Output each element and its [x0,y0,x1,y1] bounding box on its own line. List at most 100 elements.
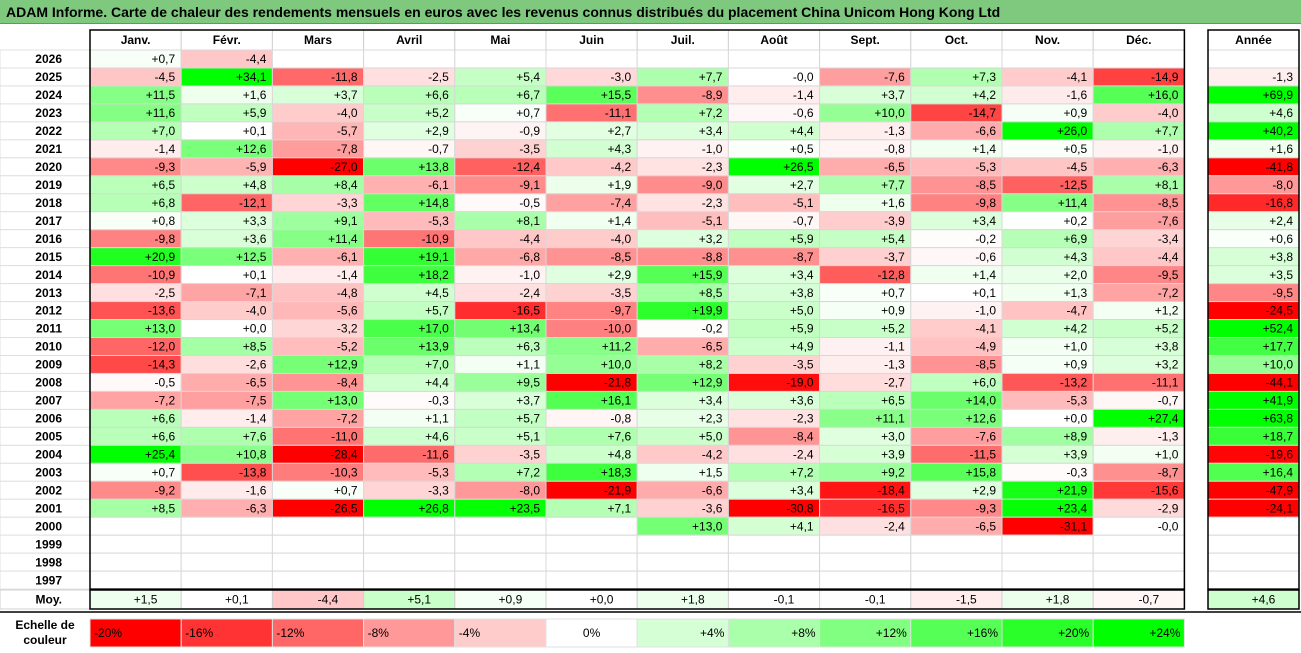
color-scale-swatch [545,618,638,648]
heatmap-cell-value: +0,7 [151,465,175,479]
month-header-label: Mai [490,33,510,47]
heatmap-cell-value: +10,0 [874,106,905,120]
heatmap-cell-value: -1,6 [1067,88,1088,102]
heatmap-cell-value: -14,7 [969,106,997,120]
color-scale-stop-label: -16% [185,626,213,640]
heatmap-cell-value: +11,2 [602,340,632,354]
annual-cell-value: +16,4 [1263,465,1294,479]
heatmap-cell [1001,49,1094,69]
heatmap-cell-value: +1,4 [972,268,996,282]
heatmap-cell-value: +6,6 [151,430,175,444]
average-cell-value: -0,1 [865,593,886,607]
heatmap-cell-value: +19,9 [692,304,723,318]
heatmap-cell-value: -4,0 [337,106,358,120]
heatmap-cell-value: +8,1 [516,214,540,228]
heatmap-cell-value: -6,5 [884,160,905,174]
annual-cell-value: +2,4 [1269,214,1293,228]
year-label: 2020 [35,160,62,174]
heatmap-cell [363,516,456,536]
heatmap-cell-value: +6,6 [425,88,449,102]
year-label: 2022 [35,124,62,138]
year-label: 2016 [35,232,62,246]
annual-cell-value: +0,6 [1269,232,1293,246]
heatmap-cell-value: +7,7 [881,178,905,192]
heatmap-cell-value: +18,3 [601,465,632,479]
heatmap-cell-value: -8,7 [793,250,814,264]
heatmap-cell-value: +10,0 [601,358,632,372]
heatmap-cell [636,552,729,572]
heatmap-cell-value: +3,3 [243,214,267,228]
heatmap-cell-value: -21,8 [604,376,632,390]
heatmap-cell [910,552,1003,572]
heatmap-cell-value: -5,7 [337,124,358,138]
heatmap-cell-value: +3,4 [699,394,723,408]
heatmap-cell [271,516,365,536]
heatmap-cell-value: -8,4 [337,376,358,390]
annual-header-label: Année [1235,33,1272,47]
heatmap-cell-value: -3,5 [519,142,540,156]
annual-cell-value: +3,8 [1269,250,1293,264]
chart-title: ADAM Informe. Carte de chaleur des rende… [6,4,1001,20]
color-scale-stop-label: -4% [459,626,481,640]
heatmap-cell-value: +0,9 [1063,106,1087,120]
heatmap-cell-value: +8,2 [699,358,723,372]
average-cell-value: +1,5 [134,593,158,607]
heatmap-cell-value: -13,8 [239,465,267,479]
heatmap-cell-value: +0,1 [243,268,267,282]
heatmap-cell-value: +4,3 [1063,250,1087,264]
heatmap-cell-value: -11,0 [331,430,358,444]
heatmap-cell-value: -18,4 [877,483,905,497]
heatmap-cell-value: +7,3 [972,70,996,84]
heatmap-cell-value: +5,9 [790,232,814,246]
heatmap-cell-value: +15,8 [966,465,997,479]
heatmap-cell-value: +6,5 [151,178,175,192]
heatmap-cell [363,49,456,69]
average-annual-value: +4,6 [1252,593,1276,607]
heatmap-cell [454,552,547,572]
heatmap-cell-value: -6,3 [1158,160,1179,174]
heatmap-cell-value: -4,4 [519,232,540,246]
heatmap-cell-value: +3,8 [1155,340,1179,354]
color-scale-stop-label: -12% [276,626,304,640]
heatmap-cell-value: +7,0 [425,358,449,372]
heatmap-cell-value: +34,1 [236,70,267,84]
year-label: 2018 [35,196,62,210]
annual-cell-value: -16,8 [1266,196,1294,210]
heatmap-cell-value: +12,5 [236,250,267,264]
heatmap-cell-value: +20,9 [145,250,176,264]
heatmap-cell [454,516,547,536]
heatmap-cell-value: -4,7 [1067,304,1088,318]
heatmap-cell-value: -2,7 [884,376,905,390]
year-label: 2013 [35,286,62,300]
heatmap-cell-value: +1,5 [699,465,723,479]
heatmap-cell-value: -0,2 [975,232,996,246]
annual-cell-value: +40,2 [1263,124,1294,138]
heatmap-cell-value: +4,8 [607,447,631,461]
annual-block-border [1207,29,1300,590]
heatmap-cell-value: -7,6 [1158,214,1179,228]
heatmap-cell-value: +11,4 [1058,196,1088,210]
heatmap-cell-value: -13,2 [1060,376,1088,390]
heatmap-cell-value: +12,9 [327,358,358,372]
year-label: 2014 [35,268,62,282]
month-header-label: Août [760,33,787,47]
heatmap-cell-value: +6,3 [516,340,540,354]
month-header-label: Juil. [671,33,695,47]
heatmap-cell-value: +10,8 [236,447,267,461]
heatmap-cell [89,570,182,590]
heatmap-cell [454,534,547,554]
heatmap-cell-value: -9,8 [155,232,176,246]
heatmap-cell-value: +1,9 [607,178,631,192]
heatmap-cell-value: +8,9 [1063,430,1087,444]
heatmap-cell-value: +0,7 [334,483,358,497]
heatmap-cell-value: +1,0 [1155,447,1179,461]
annual-cell-value: +52,4 [1263,322,1294,336]
heatmap-cell-value: -0,2 [702,322,723,336]
heatmap-cell-value: -5,9 [246,160,267,174]
heatmap-cell-value: +4,4 [425,376,449,390]
heatmap-cell-value: +5,9 [790,322,814,336]
heatmap-cell-value: -6,1 [428,178,449,192]
heatmap-cell-value: +12,9 [692,376,723,390]
heatmap-cell-value: +19,1 [418,250,449,264]
heatmap-cell [819,534,912,554]
